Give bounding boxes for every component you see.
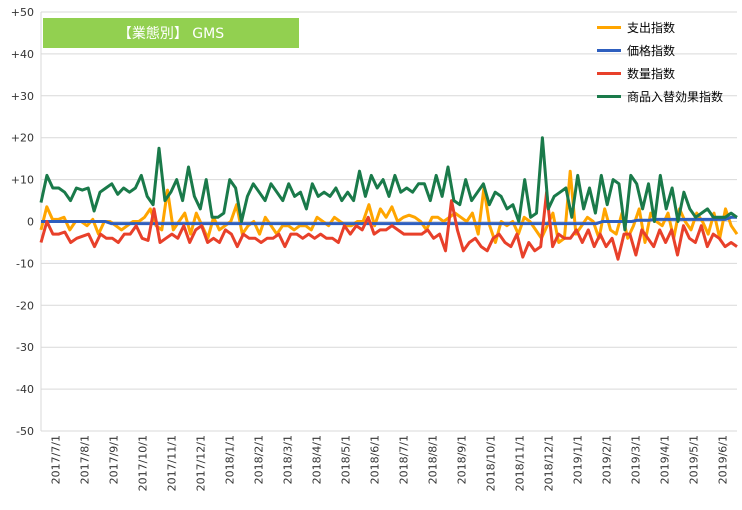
y-axis-tick-labels: +50 +40 +30 +20 +10 0 -10 -20 -30 -40 -50 [11, 6, 34, 438]
x-axis-tick-labels: 2017/7/1 2017/8/1 2017/9/1 2017/10/1 2017/11… [50, 435, 730, 491]
legend-swatch [597, 49, 621, 52]
legend-label: 数量指数 [627, 67, 676, 81]
legend: 支出指数 価格指数 数量指数 商品入替効果指数 [597, 16, 723, 108]
legend-swatch [597, 72, 621, 75]
x-tick-label: 2018/10/1 [485, 435, 498, 491]
x-tick-label: 2017/11/1 [166, 435, 179, 491]
x-tick-label: 2018/2/1 [253, 435, 266, 484]
x-tick-label: 2017/10/1 [137, 435, 150, 491]
y-tick-label: -10 [16, 257, 34, 270]
legend-item: 価格指数 [597, 39, 723, 62]
legend-item: 数量指数 [597, 62, 723, 85]
x-tick-label: 2017/7/1 [50, 435, 63, 484]
x-tick-label: 2019/3/1 [630, 435, 643, 484]
chart-title: 【業態別】 GMS [43, 18, 299, 48]
x-tick-label: 2017/9/1 [108, 435, 121, 484]
legend-item: 支出指数 [597, 16, 723, 39]
x-tick-label: 2018/8/1 [427, 435, 440, 484]
y-tick-label: +20 [11, 132, 34, 145]
x-tick-label: 2019/5/1 [688, 435, 701, 484]
y-tick-label: +30 [11, 90, 34, 103]
x-tick-label: 2018/4/1 [311, 435, 324, 484]
legend-label: 価格指数 [627, 44, 676, 58]
x-tick-label: 2019/2/1 [601, 435, 614, 484]
y-tick-label: -40 [16, 383, 34, 396]
series-lines [39, 136, 739, 261]
x-tick-label: 2018/6/1 [369, 435, 382, 484]
x-tick-label: 2018/5/1 [340, 435, 353, 484]
x-tick-label: 2018/9/1 [456, 435, 469, 484]
x-tick-label: 2018/11/1 [514, 435, 527, 491]
series-line [39, 190, 738, 261]
x-tick-label: 2019/1/1 [572, 435, 585, 484]
x-tick-label: 2018/12/1 [543, 435, 556, 491]
x-tick-label: 2018/7/1 [398, 435, 411, 484]
legend-label: 支出指数 [627, 21, 676, 35]
legend-label: 商品入替効果指数 [627, 90, 724, 104]
y-tick-label: -50 [16, 425, 34, 438]
y-tick-label: +10 [11, 174, 34, 187]
y-tick-label: -20 [16, 299, 34, 312]
legend-item: 商品入替効果指数 [597, 85, 723, 108]
legend-swatch [597, 95, 621, 98]
x-tick-label: 2017/12/1 [195, 435, 208, 491]
y-tick-label: +40 [11, 48, 34, 61]
x-tick-label: 2017/8/1 [79, 435, 92, 484]
x-tick-label: 2019/4/1 [659, 435, 672, 484]
series-line [39, 169, 739, 244]
y-tick-label: 0 [27, 216, 34, 229]
series-line [39, 136, 738, 232]
legend-swatch [597, 26, 621, 29]
x-tick-label: 2018/3/1 [282, 435, 295, 484]
x-tick-label: 2018/1/1 [224, 435, 237, 484]
y-tick-label: +50 [11, 6, 34, 19]
y-tick-label: -30 [16, 341, 34, 354]
x-tick-label: 2019/6/1 [717, 435, 730, 484]
